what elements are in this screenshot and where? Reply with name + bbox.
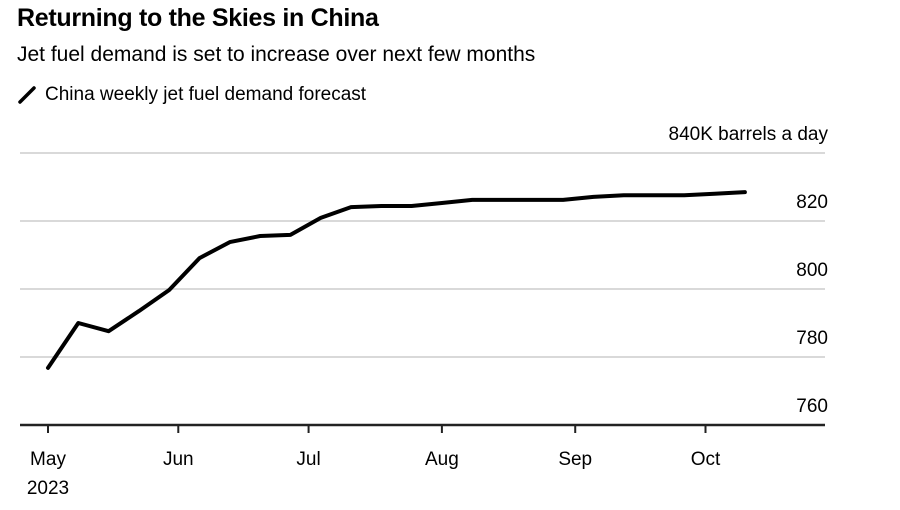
x-tick-label-oct: Oct [691,449,721,470]
legend-label: China weekly jet fuel demand forecast [45,84,367,105]
y-tick-label-760: 760 [796,396,828,417]
legend: China weekly jet fuel demand forecast [17,84,366,106]
x-tick-label-aug: Aug [425,449,459,470]
line-series-icon [18,86,36,104]
x-tick-label-may: May [30,449,66,470]
y-tick-label-800: 800 [796,260,828,281]
y-tick-label-780: 780 [796,328,828,349]
x-tick-label-sep: Sep [558,449,592,470]
chart-subtitle: Jet fuel demand is set to increase over … [17,43,536,66]
chart-title: Returning to the Skies in China [17,4,379,32]
series-line-jet-fuel-demand [46,190,747,370]
x-tick-label-jul: Jul [296,449,320,470]
y-tick-label-840: 840K barrels a day [669,124,829,145]
y-tick-label-820: 820 [796,192,828,213]
x-tick-sublabel-year: 2023 [27,478,69,499]
x-tick-label-jun: Jun [163,449,194,470]
